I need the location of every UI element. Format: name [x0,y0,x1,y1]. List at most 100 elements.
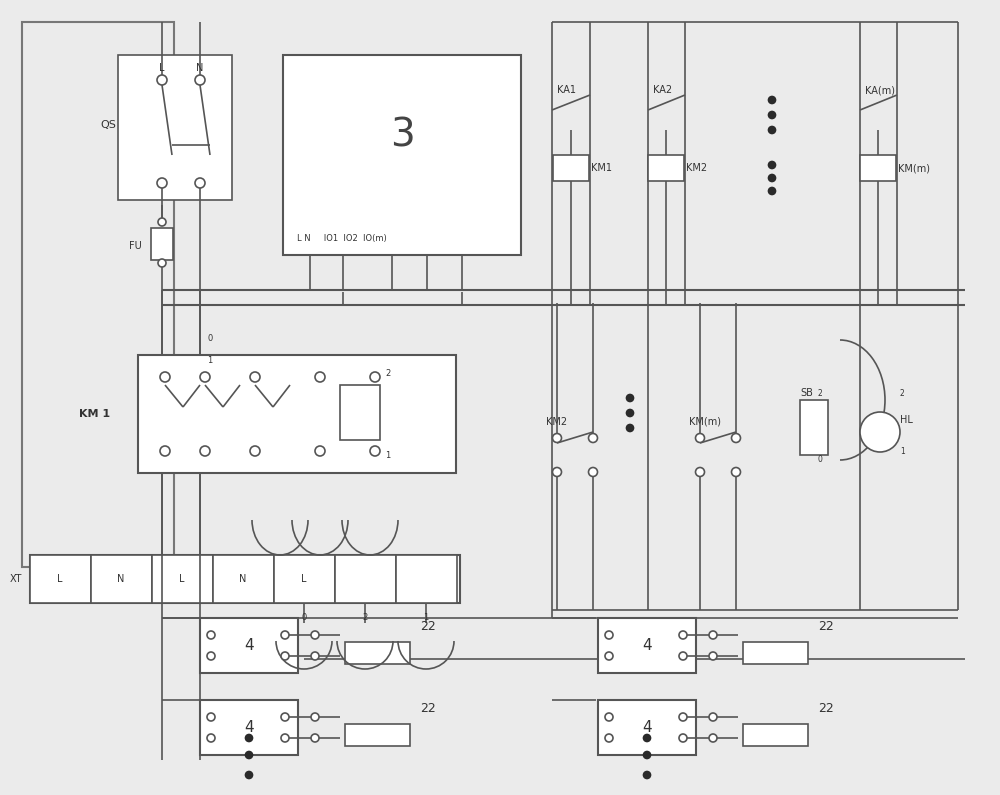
Circle shape [207,631,215,639]
Text: 4: 4 [642,638,652,653]
Text: HL: HL [900,415,913,425]
Bar [91,555,152,603]
Text: XT: XT [10,574,22,584]
Circle shape [768,96,776,103]
Bar [30,555,460,603]
Text: N: N [196,63,204,73]
Circle shape [158,218,166,226]
Circle shape [709,652,717,660]
Bar [200,618,298,673]
Circle shape [679,652,687,660]
Circle shape [311,734,319,742]
Bar [335,555,396,603]
Text: 1: 1 [207,355,213,364]
Text: KM2: KM2 [686,163,707,173]
Text: 22: 22 [420,619,436,633]
Bar [743,724,808,746]
Bar [138,355,456,473]
Circle shape [768,174,776,181]
Circle shape [207,713,215,721]
Text: KM(m): KM(m) [898,163,930,173]
Circle shape [311,652,319,660]
Text: KM(m): KM(m) [689,417,721,427]
Bar [345,642,410,664]
Circle shape [195,75,205,85]
Text: L: L [159,63,165,73]
Text: KM2: KM2 [546,417,568,427]
Circle shape [732,433,740,443]
Circle shape [768,126,776,134]
Text: N: N [117,574,125,584]
Circle shape [860,412,900,452]
Bar [860,155,896,181]
Circle shape [370,446,380,456]
Circle shape [552,433,562,443]
Circle shape [709,631,717,639]
Circle shape [157,178,167,188]
Text: KA2: KA2 [653,85,672,95]
Bar [283,55,521,255]
Circle shape [157,75,167,85]
Circle shape [281,734,289,742]
Text: 4: 4 [244,638,254,653]
Circle shape [246,735,253,742]
Bar [30,555,91,603]
Bar [553,155,589,181]
Circle shape [370,372,380,382]
Bar [345,724,410,746]
Circle shape [552,467,562,476]
Circle shape [768,111,776,118]
Text: 0: 0 [207,333,213,343]
Circle shape [195,178,205,188]
Circle shape [200,446,210,456]
Circle shape [679,631,687,639]
Circle shape [605,652,613,660]
Text: L: L [57,574,63,584]
Circle shape [588,467,598,476]
Circle shape [605,734,613,742]
Bar [648,155,684,181]
Text: 0: 0 [301,612,307,622]
Circle shape [644,771,650,778]
Bar [598,700,696,755]
Circle shape [709,734,717,742]
Circle shape [768,161,776,169]
Circle shape [281,713,289,721]
Circle shape [315,372,325,382]
Circle shape [696,433,704,443]
Text: 0: 0 [818,456,823,464]
Text: 22: 22 [818,701,834,715]
Text: 1: 1 [900,448,905,456]
Text: QS: QS [100,120,116,130]
Circle shape [246,771,253,778]
Bar [22,22,174,567]
Circle shape [768,188,776,195]
Circle shape [311,631,319,639]
Circle shape [158,259,166,267]
Text: KM1: KM1 [591,163,612,173]
Circle shape [626,425,634,432]
Circle shape [207,734,215,742]
Text: L: L [301,574,307,584]
Text: FU: FU [129,241,142,251]
Text: KA1: KA1 [557,85,576,95]
Circle shape [679,713,687,721]
Circle shape [679,734,687,742]
Text: 2: 2 [818,389,823,398]
Bar [800,400,828,455]
Circle shape [709,713,717,721]
Text: 2: 2 [385,369,390,378]
Bar [200,700,298,755]
Circle shape [250,372,260,382]
Text: 1: 1 [385,451,390,460]
Circle shape [281,652,289,660]
Circle shape [160,446,170,456]
Circle shape [626,394,634,401]
Bar [396,555,457,603]
Bar [598,618,696,673]
Text: 4: 4 [244,719,254,735]
Bar [151,228,173,260]
Circle shape [250,446,260,456]
Bar [340,385,380,440]
Bar [274,555,335,603]
